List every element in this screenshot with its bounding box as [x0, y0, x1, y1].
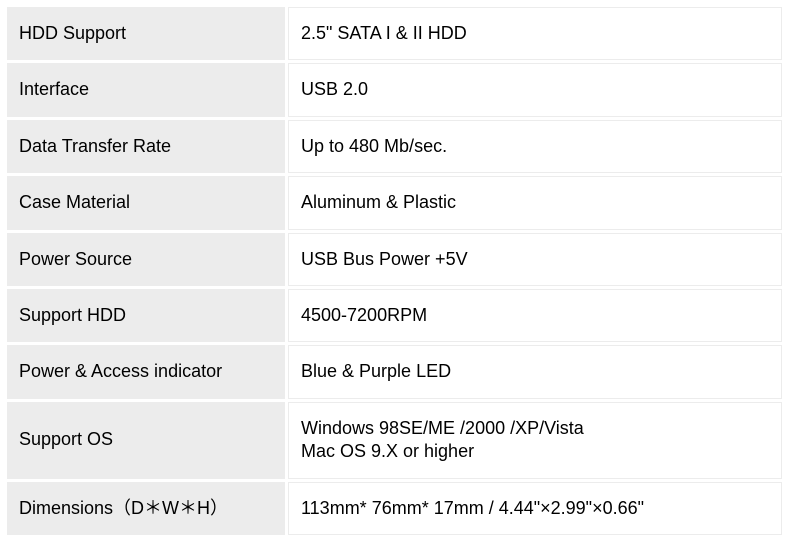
spec-label: Power & Access indicator [7, 345, 285, 398]
spec-value: Windows 98SE/ME /2000 /XP/VistaMac OS 9.… [288, 402, 782, 479]
spec-value: 2.5" SATA I & II HDD [288, 7, 782, 60]
table-row: Support OS Windows 98SE/ME /2000 /XP/Vis… [7, 402, 782, 479]
spec-table: HDD Support 2.5" SATA I & II HDD Interfa… [4, 4, 785, 538]
spec-value: 4500-7200RPM [288, 289, 782, 342]
spec-value: Aluminum & Plastic [288, 176, 782, 229]
spec-label: Support OS [7, 402, 285, 479]
spec-value: USB Bus Power +5V [288, 233, 782, 286]
spec-label: Dimensions（D＊W＊H） [7, 482, 285, 535]
spec-table-body: HDD Support 2.5" SATA I & II HDD Interfa… [7, 7, 782, 535]
table-row: Case Material Aluminum & Plastic [7, 176, 782, 229]
spec-label: Case Material [7, 176, 285, 229]
spec-label: Support HDD [7, 289, 285, 342]
table-row: Support HDD 4500-7200RPM [7, 289, 782, 342]
table-row: Dimensions（D＊W＊H） 113mm* 76mm* 17mm / 4.… [7, 482, 782, 535]
table-row: Power Source USB Bus Power +5V [7, 233, 782, 286]
spec-value: Up to 480 Mb/sec. [288, 120, 782, 173]
table-row: Power & Access indicator Blue & Purple L… [7, 345, 782, 398]
spec-label: Interface [7, 63, 285, 116]
table-row: HDD Support 2.5" SATA I & II HDD [7, 7, 782, 60]
spec-label: HDD Support [7, 7, 285, 60]
table-row: Data Transfer Rate Up to 480 Mb/sec. [7, 120, 782, 173]
spec-value: USB 2.0 [288, 63, 782, 116]
spec-value: Blue & Purple LED [288, 345, 782, 398]
spec-label: Data Transfer Rate [7, 120, 285, 173]
table-row: Interface USB 2.0 [7, 63, 782, 116]
spec-label: Power Source [7, 233, 285, 286]
spec-value: 113mm* 76mm* 17mm / 4.44"×2.99"×0.66" [288, 482, 782, 535]
